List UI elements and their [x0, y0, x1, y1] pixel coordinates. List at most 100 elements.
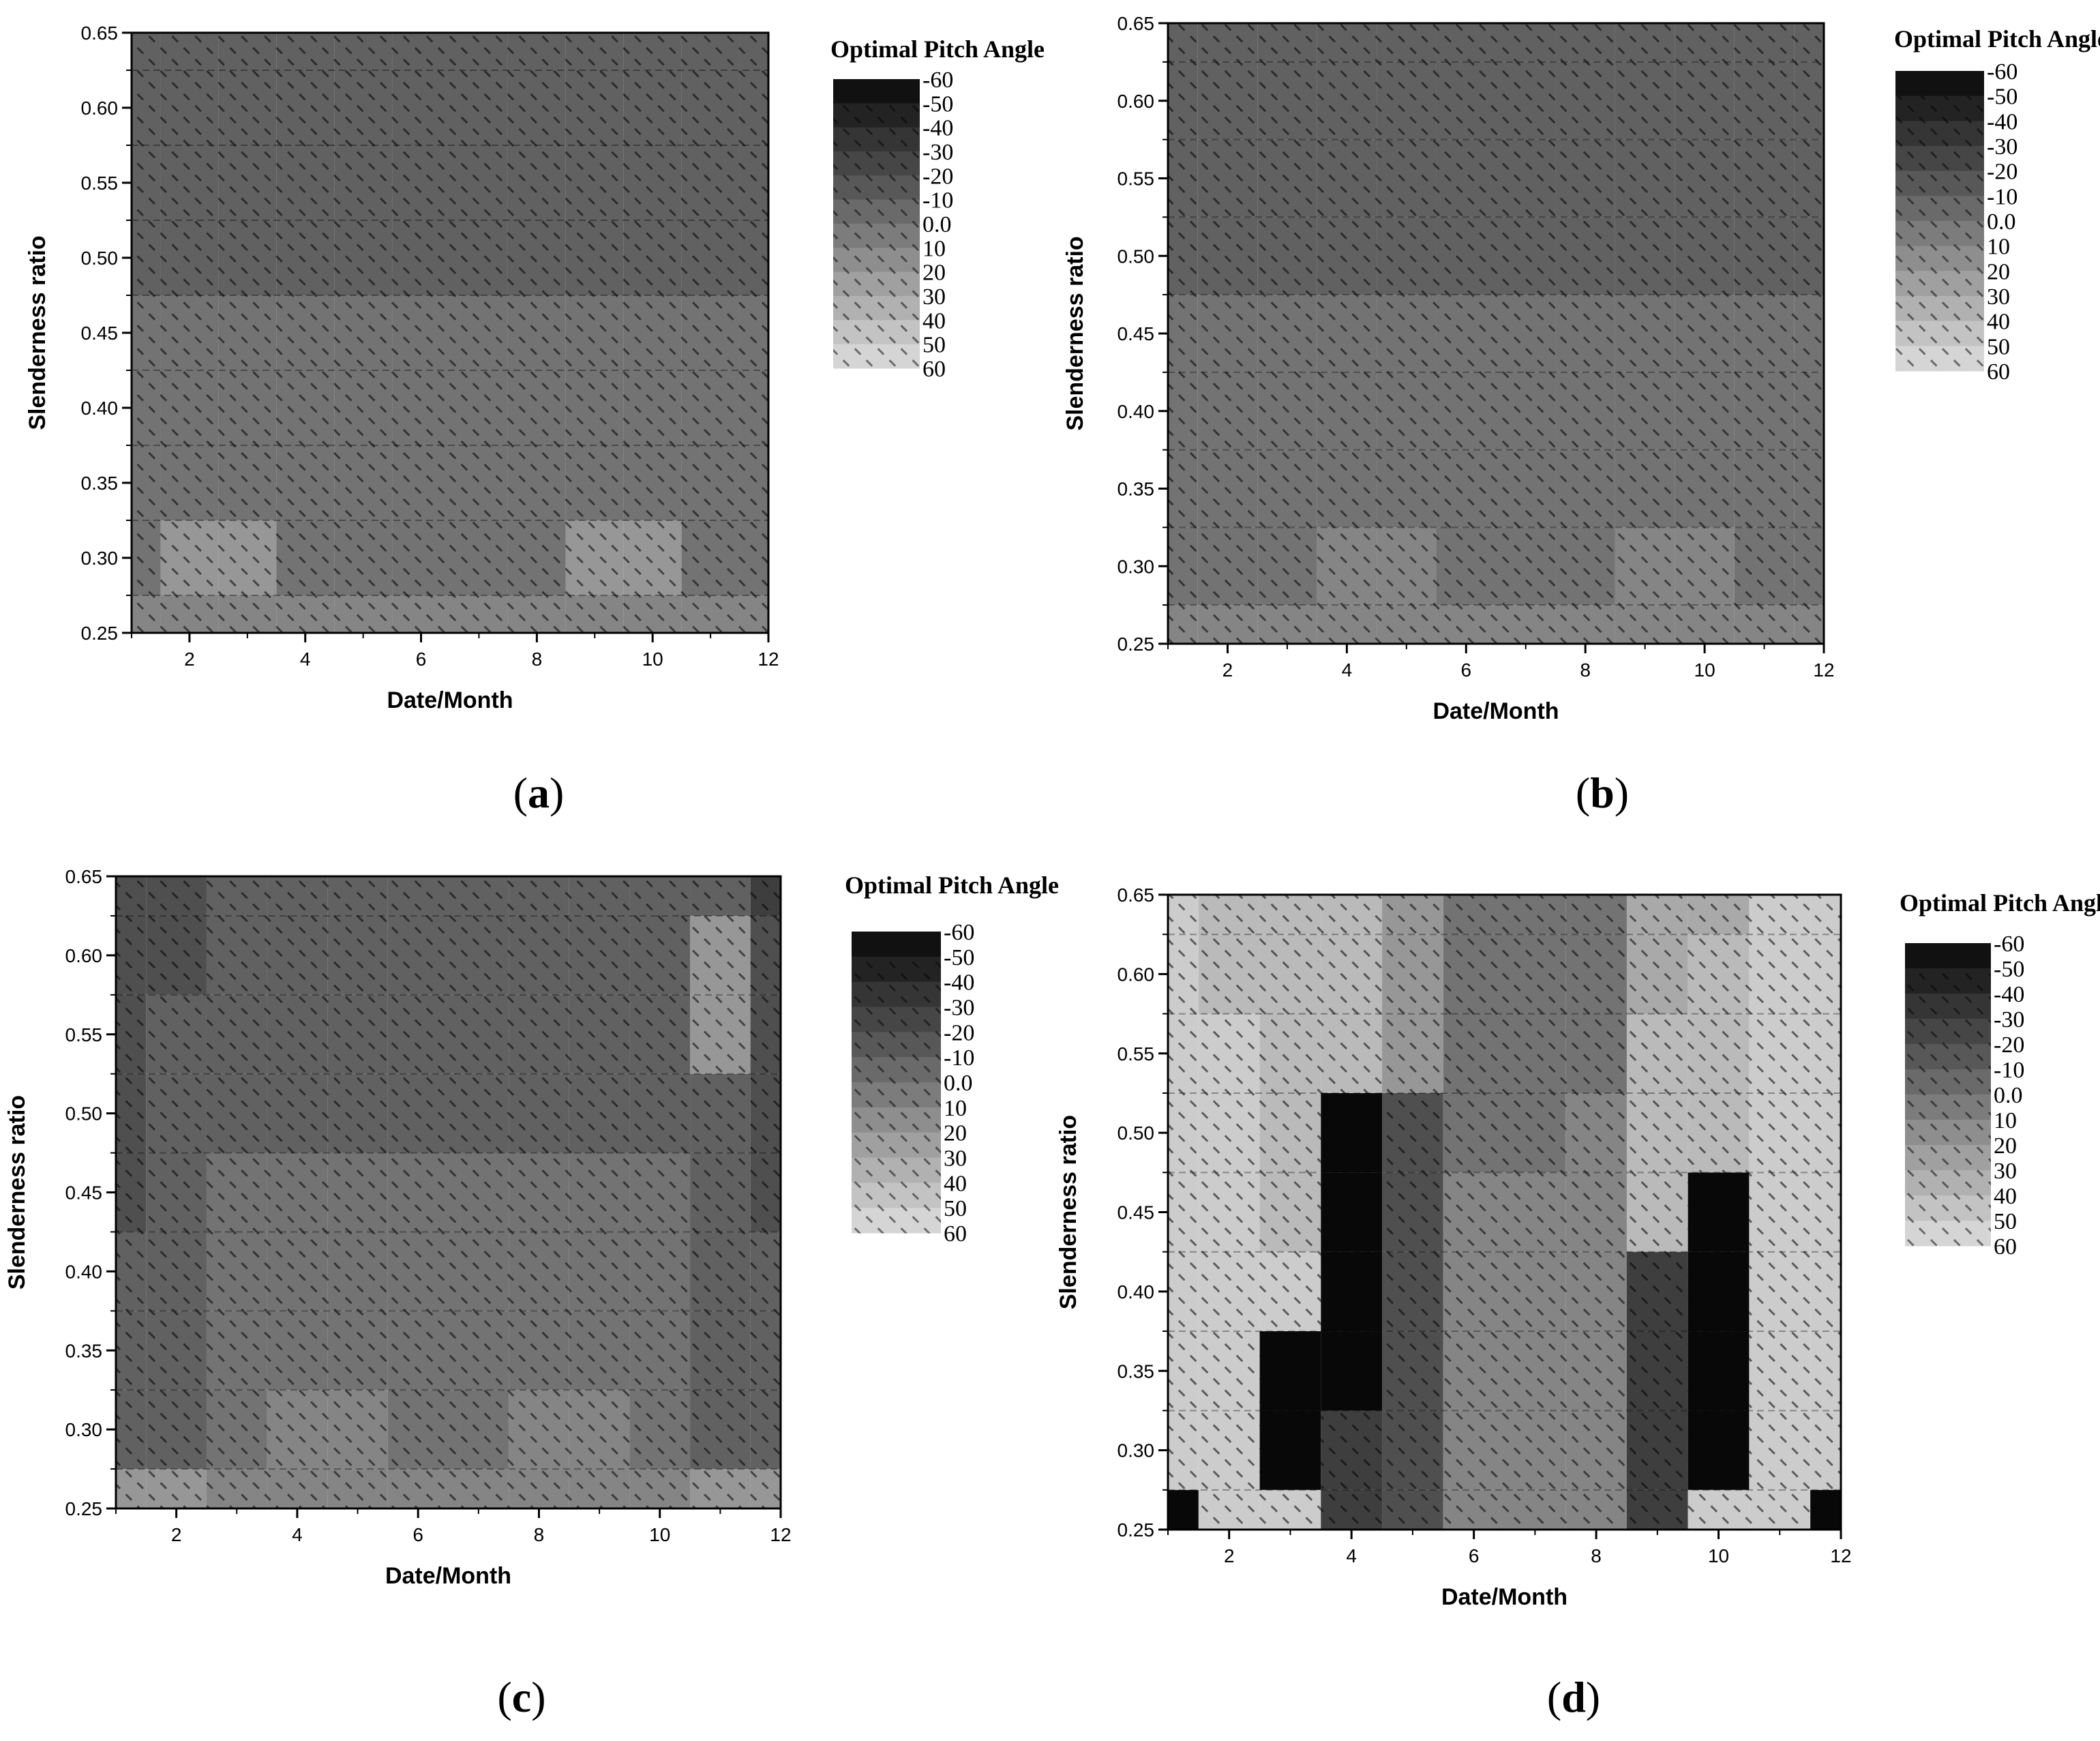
legend-level-label: -30 — [944, 996, 974, 1021]
legend-swatch — [833, 79, 920, 104]
heatmap-cell-hatch — [750, 1311, 781, 1390]
heatmap-cell — [1687, 1172, 1750, 1252]
heatmap-cell-hatch — [1565, 1013, 1627, 1093]
heatmap-cell-hatch — [218, 445, 277, 520]
heatmap-cell-hatch — [116, 1232, 147, 1311]
heatmap-cell-hatch — [1794, 295, 1824, 372]
heatmap-cell-hatch — [507, 33, 566, 70]
heatmap-cell-hatch — [1436, 23, 1496, 62]
heatmap-cell-hatch — [267, 915, 328, 995]
heatmap-cell-hatch — [1626, 895, 1688, 935]
heatmap-cell-hatch — [690, 994, 751, 1074]
heatmap-cell-hatch — [450, 595, 508, 633]
heatmap-cell-hatch — [448, 1232, 509, 1311]
x-axis-title: Date/Month — [387, 687, 513, 713]
heatmap-cell-hatch — [276, 295, 335, 370]
heatmap-cell-hatch — [1675, 295, 1735, 372]
x-axis: 2 4 6 8 10 12 — [1167, 644, 1835, 681]
heatmap-cell-hatch — [160, 520, 219, 595]
heatmap-cell-hatch — [1794, 605, 1824, 644]
heatmap-cell-hatch — [218, 33, 277, 70]
heatmap-cell-hatch — [681, 220, 740, 295]
heatmap-cell-hatch — [334, 145, 393, 220]
heatmap-cell-hatch — [569, 1152, 630, 1232]
heatmap-cell-hatch — [1734, 23, 1795, 62]
heatmap-cell-hatch — [1198, 1013, 1260, 1093]
heatmap-cell-hatch — [1377, 61, 1437, 140]
legend-level-label: 40 — [1994, 1184, 2017, 1209]
x-axis-title: Date/Month — [1441, 1584, 1567, 1610]
heatmap-cell — [1687, 1331, 1750, 1411]
heatmap-cell-hatch — [569, 994, 630, 1074]
x-tick-label: 6 — [1460, 659, 1471, 681]
heatmap-cell-hatch — [1168, 934, 1199, 1014]
contour-lines — [116, 914, 781, 1470]
y-tick-label: 0.25 — [65, 1498, 103, 1519]
heatmap-cell-hatch — [1565, 934, 1627, 1014]
legend-level-label: 40 — [944, 1171, 967, 1196]
legend-swatch-hatch — [1895, 321, 1984, 346]
heatmap-cell-hatch — [629, 1073, 691, 1153]
heatmap-cell — [1168, 1489, 1199, 1530]
heatmap-cell-hatch — [1794, 23, 1824, 62]
legend-swatch-hatch — [852, 981, 941, 1007]
heatmap-cell-hatch — [623, 520, 682, 595]
heatmap-cell-hatch — [1443, 1331, 1505, 1411]
legend-swatch-hatch — [1905, 1221, 1991, 1247]
x-tick-label: 10 — [642, 649, 663, 670]
legend-level-label: -10 — [944, 1045, 974, 1071]
heatmap-cell-hatch — [146, 1311, 207, 1390]
legend-swatch-hatch — [1905, 968, 1991, 994]
heatmap-cell-hatch — [1794, 139, 1824, 218]
legend-swatch-hatch — [852, 1208, 941, 1234]
heatmap-cell-hatch — [1198, 1410, 1260, 1490]
heatmap-cell-hatch — [1565, 1489, 1627, 1530]
heatmap-cell-hatch — [565, 295, 624, 370]
heatmap-cell — [1687, 1251, 1750, 1332]
legend-swatch-hatch — [1895, 95, 1984, 121]
heatmap-cell-hatch — [681, 370, 740, 445]
heatmap-cell-hatch — [448, 994, 509, 1074]
heatmap-cell-hatch — [116, 1073, 147, 1153]
heatmap-cell-hatch — [1504, 934, 1566, 1014]
heatmap-cell-hatch — [1504, 1331, 1566, 1411]
legend-swatch-hatch — [833, 199, 920, 224]
heatmap-cell-hatch — [392, 33, 450, 70]
heatmap-cell-hatch — [681, 295, 740, 370]
heatmap-cell-hatch — [690, 1073, 751, 1153]
heatmap-cell-hatch — [750, 876, 781, 916]
legend-swatch-hatch — [1905, 1044, 1991, 1070]
heatmap-cell-hatch — [1749, 1251, 1811, 1332]
heatmap-cell-hatch — [1257, 217, 1317, 295]
heatmap-cell-hatch — [1257, 23, 1317, 62]
heatmap-cell-hatch — [1168, 1092, 1199, 1173]
heatmap-cell-hatch — [1168, 1172, 1199, 1252]
legend-swatch-hatch — [1905, 1145, 1991, 1171]
legend-swatch — [852, 932, 941, 957]
heatmap-cell-hatch — [1377, 23, 1437, 62]
heatmap-cell-hatch — [267, 1073, 328, 1153]
legend-swatch-hatch — [1895, 346, 1984, 372]
heatmap-cell-hatch — [1321, 1013, 1383, 1093]
legend-level-label: 20 — [922, 261, 946, 286]
heatmap-cell-hatch — [1197, 372, 1258, 450]
heatmap-cell-hatch — [1321, 934, 1383, 1014]
heatmap-cell-hatch — [1687, 895, 1750, 935]
heatmap-cell-hatch — [146, 1073, 207, 1153]
heatmap-cell-hatch — [623, 220, 682, 295]
heatmap-cell-hatch — [276, 220, 335, 295]
heatmap-cells — [1168, 895, 1841, 1530]
legend: Optimal Pitch Angle -60-50-40-30-20-100.0… — [830, 35, 1045, 382]
heatmap-cell-hatch — [387, 915, 449, 995]
heatmap-cell-hatch — [267, 876, 328, 916]
heatmap-cell-hatch — [1504, 1092, 1566, 1173]
heatmap-cell-hatch — [1198, 1489, 1260, 1530]
y-tick-label: 0.40 — [81, 398, 119, 419]
heatmap-cell-hatch — [1321, 895, 1383, 935]
heatmap-cell-hatch — [1198, 895, 1260, 935]
y-tick-label: 0.55 — [1118, 168, 1155, 190]
heatmap-cell — [1321, 1251, 1383, 1332]
heatmap-cell-hatch — [1565, 895, 1627, 935]
heatmap-cell-hatch — [1198, 1172, 1260, 1252]
heatmap-cell-hatch — [690, 876, 751, 916]
